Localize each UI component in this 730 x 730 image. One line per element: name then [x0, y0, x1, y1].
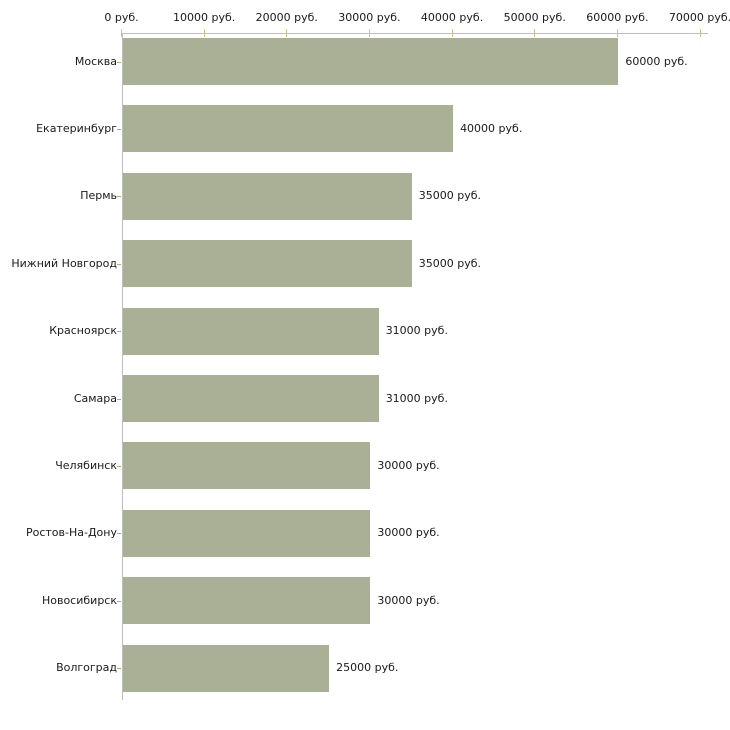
x-tick-label: 50000 руб. — [503, 11, 566, 24]
bar — [122, 509, 371, 557]
category-label: Самара — [73, 391, 117, 405]
category-tick-mark — [117, 533, 121, 535]
x-tick-mark — [121, 29, 122, 37]
bar — [122, 240, 412, 288]
bar — [122, 172, 412, 220]
bar — [122, 38, 619, 85]
value-label: 35000 руб. — [418, 256, 482, 270]
category-label: Новосибирск — [41, 593, 117, 607]
value-label: 35000 руб. — [418, 189, 482, 203]
value-label: 25000 руб. — [336, 661, 399, 675]
category-label: Москва — [74, 54, 117, 68]
category-tick-mark — [117, 61, 121, 63]
bar — [122, 307, 379, 355]
x-tick-mark — [368, 29, 370, 37]
x-tick-mark — [451, 29, 453, 37]
value-label: 60000 руб. — [625, 54, 688, 68]
y-axis-line — [121, 33, 123, 700]
x-tick-label: 40000 руб. — [420, 11, 484, 24]
x-tick-label: 10000 руб. — [173, 11, 236, 24]
category-tick-mark — [117, 331, 121, 333]
value-label: 30000 руб. — [377, 593, 440, 607]
bar — [122, 577, 371, 625]
category-tick-mark — [117, 196, 121, 198]
x-tick-mark — [699, 29, 701, 37]
category-tick-mark — [117, 600, 121, 602]
x-axis-line — [121, 33, 708, 34]
category-label: Волгоград — [56, 661, 117, 675]
x-tick-label: 30000 руб. — [338, 11, 401, 24]
category-tick-mark — [117, 263, 121, 265]
x-tick-mark — [286, 29, 288, 37]
bar — [122, 644, 330, 692]
category-label: Екатеринбург — [36, 121, 117, 135]
category-label: Нижний Новгород — [11, 256, 117, 270]
bar — [122, 442, 371, 490]
x-tick-mark — [534, 29, 536, 37]
category-label: Пермь — [80, 189, 117, 203]
category-label: Красноярск — [49, 324, 117, 338]
value-label: 31000 руб. — [385, 391, 448, 405]
x-tick-mark — [203, 29, 205, 37]
value-label: 40000 руб. — [460, 121, 523, 135]
value-label: 31000 руб. — [385, 324, 448, 338]
bar — [122, 105, 454, 153]
category-tick-mark — [117, 465, 121, 467]
x-tick-mark — [616, 29, 618, 37]
category-tick-mark — [117, 398, 121, 400]
x-tick-label: 0 руб. — [104, 11, 139, 24]
x-tick-label: 20000 руб. — [255, 11, 318, 24]
category-tick-mark — [117, 128, 121, 130]
category-tick-mark — [117, 668, 121, 670]
bar — [122, 375, 379, 422]
value-label: 30000 руб. — [377, 458, 440, 472]
x-tick-label: 70000 руб. — [668, 11, 730, 24]
value-label: 30000 руб. — [377, 526, 440, 540]
category-label: Ростов-На-Дону — [25, 526, 117, 540]
x-tick-label: 60000 руб. — [586, 11, 649, 24]
category-label: Челябинск — [55, 458, 117, 472]
